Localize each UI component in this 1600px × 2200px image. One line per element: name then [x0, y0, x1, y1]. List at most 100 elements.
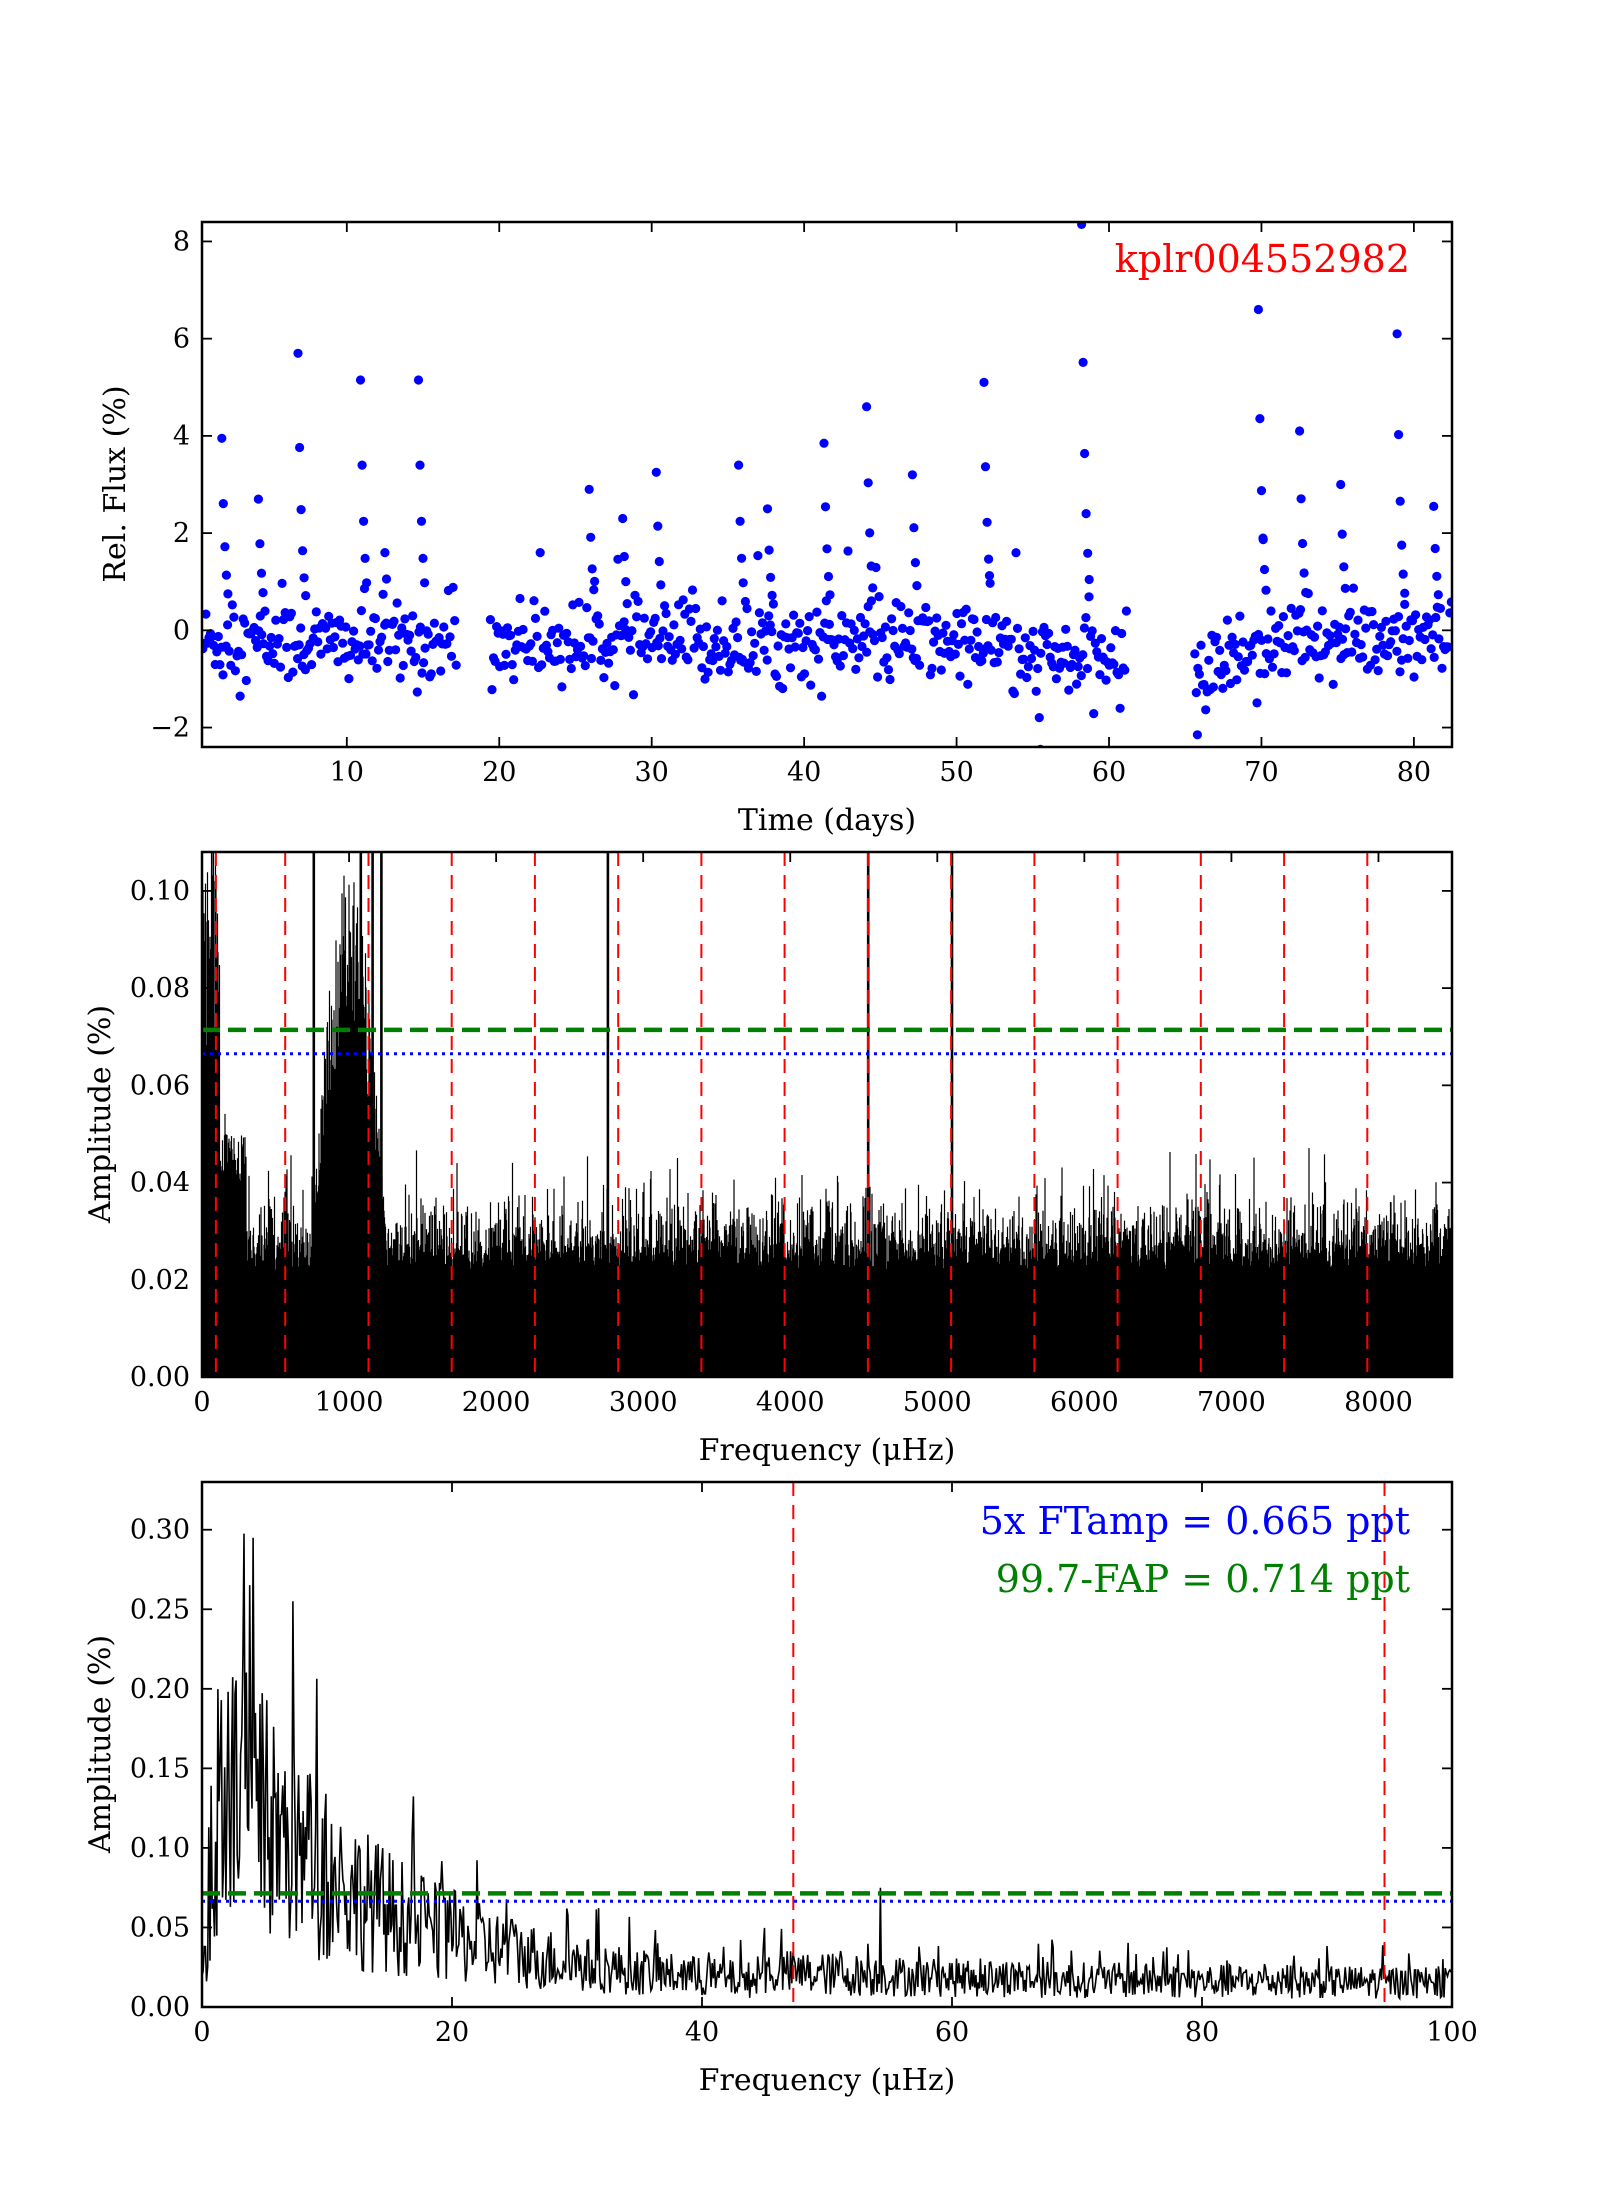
flux-point	[963, 679, 973, 689]
flux-point	[868, 583, 878, 593]
flux-point	[383, 656, 393, 667]
flux-point	[982, 517, 992, 527]
flux-point	[1218, 683, 1228, 694]
flux-point	[1266, 606, 1276, 616]
flux-point	[904, 608, 914, 618]
flux-point	[349, 626, 359, 636]
flux-point	[860, 619, 870, 629]
flux-point	[1386, 637, 1396, 647]
flux-point	[1392, 646, 1402, 656]
flux-point	[824, 619, 835, 630]
flux-point	[656, 654, 667, 664]
flux-point	[711, 642, 721, 652]
full-spectrum-data	[201, 851, 1453, 1377]
flux-point	[1014, 644, 1024, 654]
flux-point	[1012, 623, 1023, 634]
flux-point	[1269, 649, 1279, 659]
flux-point	[555, 654, 566, 665]
flux-point	[1395, 667, 1405, 677]
flux-point	[1281, 668, 1292, 678]
flux-point	[224, 646, 234, 656]
flux-point	[789, 610, 799, 620]
flux-point	[576, 641, 586, 652]
flux-point	[950, 649, 960, 659]
flux-point	[737, 553, 747, 563]
flux-point	[910, 558, 921, 568]
flux-point	[506, 630, 516, 640]
flux-point	[1295, 605, 1306, 615]
flux-point	[1381, 616, 1391, 626]
flux-point	[446, 651, 457, 661]
flux-point	[406, 646, 416, 656]
flux-point	[1261, 585, 1271, 595]
flux-point	[417, 668, 427, 678]
flux-point	[687, 585, 698, 595]
flux-point	[275, 662, 286, 672]
flux-point	[1232, 675, 1242, 685]
flux-point	[771, 671, 782, 682]
flux-point	[330, 632, 340, 642]
flux-point	[813, 654, 824, 664]
flux-point	[632, 612, 642, 622]
flux-point	[1081, 508, 1091, 519]
flux-point	[313, 637, 323, 647]
flux-point	[1393, 612, 1404, 622]
flux-point	[420, 643, 430, 653]
flux-point	[882, 653, 892, 663]
flux-point	[855, 612, 866, 623]
flux-point	[1036, 648, 1046, 658]
flux-point	[356, 606, 366, 616]
flux-point	[767, 627, 777, 637]
flux-point	[768, 599, 779, 609]
flux-point	[894, 649, 904, 659]
flux-point	[742, 603, 752, 614]
flux-point	[969, 614, 979, 625]
flux-point	[1095, 670, 1105, 680]
flux-point	[618, 513, 628, 524]
flux-point	[1020, 633, 1030, 643]
1-y-tick-label: 0.10	[130, 876, 190, 907]
2-y-tick-label: 0.05	[130, 1912, 190, 1943]
flux-point	[754, 608, 765, 618]
flux-point	[949, 630, 959, 640]
flux-point	[527, 656, 538, 666]
full-spectrum-panel: 0 1000 2000 3000 4000 5000 6000 7000 8000 0.00 0.0…	[83, 850, 1454, 1468]
flux-point	[301, 591, 311, 601]
flux-point	[1286, 603, 1296, 614]
flux-point	[1194, 669, 1204, 679]
flux-point	[1252, 698, 1262, 708]
flux-point	[1087, 626, 1097, 636]
1-x-tick-label: 5000	[903, 1387, 972, 1418]
2-y-tick-label: 0.10	[130, 1833, 190, 1864]
flux-point	[1221, 666, 1231, 676]
flux-point	[799, 669, 810, 679]
legend-ftamp: 5x FTamp = 0.665 ppt	[980, 1499, 1410, 1543]
flux-point	[734, 460, 744, 470]
flux-point	[412, 687, 422, 697]
flux-point	[271, 615, 281, 625]
flux-point	[587, 564, 597, 574]
flux-point	[703, 667, 713, 677]
0-x-tick-label: 60	[1092, 757, 1126, 788]
flux-point	[1328, 679, 1338, 690]
full-spectrum-x-axis-label: Frequency (μHz)	[699, 1433, 956, 1468]
flux-point	[1296, 494, 1306, 504]
flux-point	[217, 433, 227, 443]
flux-point	[1080, 448, 1090, 459]
flux-point	[1019, 654, 1029, 664]
flux-point	[518, 624, 528, 635]
flux-point	[586, 532, 596, 542]
flux-point	[633, 596, 643, 607]
flux-point	[296, 505, 306, 515]
flux-point	[286, 608, 296, 618]
flux-point	[1278, 612, 1288, 622]
flux-point	[1078, 650, 1088, 660]
flux-point	[1233, 652, 1243, 662]
flux-point	[738, 578, 748, 588]
flux-point	[912, 581, 922, 591]
flux-point	[888, 625, 898, 636]
full-spectrum-y-axis-label: Amplitude (%)	[83, 1005, 118, 1224]
flux-point	[712, 625, 723, 635]
flux-point	[1301, 587, 1311, 598]
1-y-tick-label: 0.06	[130, 1070, 190, 1101]
